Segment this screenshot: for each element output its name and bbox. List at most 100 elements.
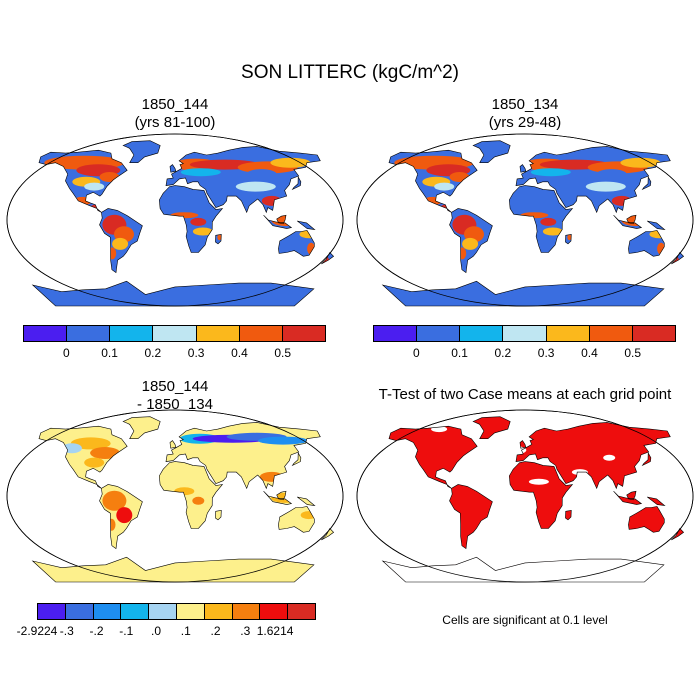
land-patch — [235, 181, 276, 192]
panel-title-line2: (yrs 29-48) — [488, 114, 562, 131]
colorbar-segment — [460, 326, 504, 341]
coastline — [297, 496, 316, 507]
colorbar-tick-label: 0.2 — [144, 346, 162, 360]
coastline — [472, 140, 511, 163]
panel-title-line1: 1850_144 — [141, 378, 209, 395]
colorbar-tick-label: 0.5 — [274, 346, 292, 360]
colorbar-tick-label: 0 — [412, 346, 420, 360]
map-top-left — [6, 133, 344, 307]
colorbar-segment — [196, 326, 240, 341]
coastline — [31, 556, 315, 583]
colorbar-segment — [417, 326, 461, 341]
land-patch — [462, 237, 479, 250]
colorbar-segment — [503, 326, 547, 341]
coastline — [449, 208, 493, 274]
colorbar-tick-label: .1 — [180, 624, 191, 638]
land-patch — [192, 227, 213, 236]
land-patch — [596, 169, 627, 180]
coastline — [278, 506, 315, 533]
colorbar-tick-label: -2.9224 — [16, 624, 58, 638]
coastline — [626, 214, 637, 225]
coastline — [169, 164, 177, 173]
coastline — [291, 175, 302, 191]
colorbar-segment — [546, 326, 590, 341]
coastline — [671, 252, 685, 265]
map-ttest — [356, 409, 694, 583]
land-patch — [102, 490, 127, 511]
coastline — [388, 149, 478, 213]
colorbar-segment — [232, 604, 261, 619]
colorbar-top-left-ticks: 0 0.1 0.2 0.3 0.4 0.5 — [23, 346, 326, 362]
colorbar-segment — [67, 326, 111, 341]
coastline — [472, 416, 511, 439]
panel-title-line2: (yrs 81-100) — [134, 114, 216, 131]
colorbar-segment — [153, 326, 197, 341]
colorbar-segment — [176, 604, 205, 619]
coastline — [671, 528, 685, 541]
coastline — [278, 230, 315, 257]
land-patch — [90, 447, 121, 459]
colorbar-segment — [24, 326, 68, 341]
panel-title-ttest: T-Test of two Case means at each grid po… — [378, 386, 672, 403]
land-patch — [190, 217, 207, 226]
coastline — [565, 233, 572, 245]
coastline — [158, 185, 224, 253]
coastline — [626, 490, 637, 501]
colorbar-tick-label: 0.4 — [581, 346, 598, 360]
coastline — [647, 220, 666, 231]
coastline — [641, 175, 652, 191]
land-patch — [530, 168, 571, 177]
colorbar-segment — [93, 604, 122, 619]
figure-title: SON LITTERC (kgC/m^2) — [241, 62, 459, 83]
colorbar-segment — [260, 604, 289, 619]
panel-title-bottom-left: 1850_144 - 1850_134 — [25, 378, 325, 414]
land-patch — [542, 227, 563, 236]
land-patch — [270, 157, 311, 168]
land-patch — [246, 169, 277, 180]
map-frame — [356, 409, 694, 583]
colorbar-tick-label: 0.5 — [624, 346, 642, 360]
colorbar-segment — [374, 326, 418, 341]
panel-title-top-left: 1850_144 (yrs 81-100) — [25, 96, 325, 132]
colorbar-tick-label: .0 — [151, 624, 162, 638]
colorbar-segment — [204, 604, 233, 619]
colorbar-tick-label: 0.3 — [537, 346, 555, 360]
land-patch — [217, 234, 222, 241]
land-patch — [528, 478, 549, 485]
coastline — [31, 280, 315, 307]
land-patch — [180, 168, 221, 177]
colorbar-tick-label: .3 — [240, 624, 251, 638]
coastline — [158, 461, 224, 529]
land-patch — [112, 237, 129, 250]
land-patch — [585, 181, 626, 192]
coastline — [215, 509, 222, 521]
land-patch — [192, 496, 205, 505]
land-patch — [116, 507, 133, 524]
coastline — [165, 146, 321, 214]
coastline — [449, 484, 493, 550]
significance-note: Cells are significant at 0.1 level — [442, 613, 608, 627]
colorbar-top-right — [373, 325, 676, 342]
coastline — [276, 214, 287, 225]
coastline — [628, 230, 665, 257]
coastline — [99, 484, 143, 550]
colorbar-difference — [37, 603, 316, 620]
map-top-right — [356, 133, 694, 307]
colorbar-tick-label: 1.6214 — [256, 624, 294, 638]
coastline — [122, 140, 161, 163]
coastline — [99, 208, 143, 274]
coastline — [321, 252, 335, 265]
colorbar-segment — [110, 326, 154, 341]
coastline — [263, 214, 293, 229]
land-patch — [540, 217, 557, 226]
panel-title-top-right: 1850_134 (yrs 29-48) — [375, 96, 675, 132]
coastline — [297, 220, 316, 231]
map-frame — [6, 133, 344, 307]
coastline — [38, 149, 128, 213]
coastline — [291, 451, 302, 467]
colorbar-segment — [149, 604, 177, 619]
coastline — [321, 528, 335, 541]
land-patch — [84, 182, 105, 191]
colorbar-segment — [288, 604, 315, 619]
colorbar-top-left — [23, 325, 326, 342]
